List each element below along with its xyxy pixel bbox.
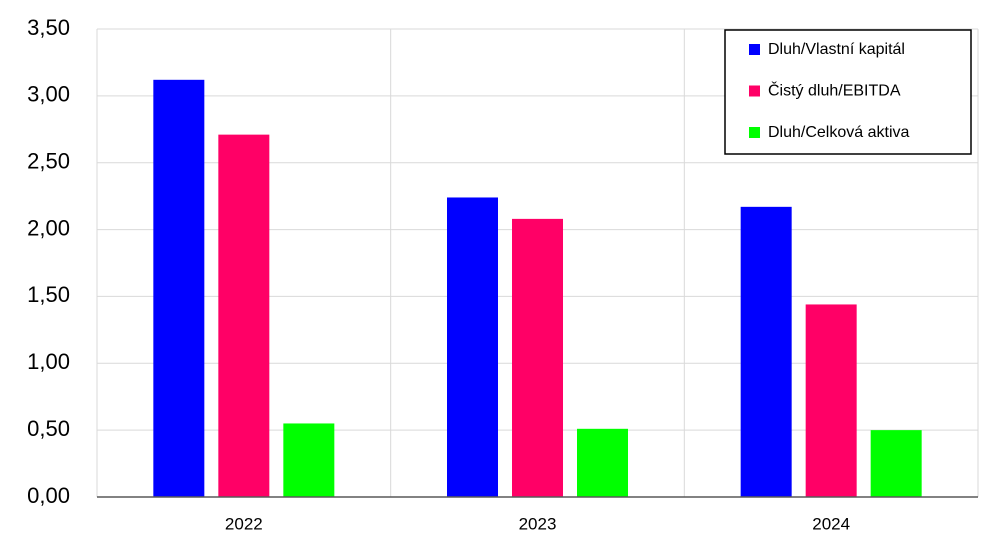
y-tick-label: 0,50 [27,416,70,441]
x-tick-label: 2023 [519,514,557,533]
x-tick-label: 2024 [812,514,850,533]
bar [577,428,628,497]
bar [283,423,335,497]
legend-label: Dluh/Vlastní kapitál [768,41,905,58]
legend-swatch [749,85,760,97]
bar [218,134,270,498]
legend-swatch [749,44,760,55]
legend-label: Dluh/Celková aktiva [768,124,910,141]
y-tick-label: 2,50 [27,149,70,174]
bar [870,430,922,497]
bar [447,197,498,498]
y-tick-label: 0,00 [27,483,70,508]
y-tick-label: 2,00 [27,215,70,240]
legend-label: Čistý dluh/EBITDA [768,81,901,100]
bar [512,218,563,498]
y-tick-label: 3,00 [27,82,70,107]
y-tick-label: 1,50 [27,282,70,307]
bar [153,79,205,497]
legend-swatch [749,127,760,138]
y-tick-label: 1,00 [27,349,70,374]
x-tick-label: 2022 [225,514,263,533]
bar [805,304,857,497]
legend-box [724,29,972,155]
y-tick-label: 3,50 [27,15,70,40]
bar [740,206,792,497]
